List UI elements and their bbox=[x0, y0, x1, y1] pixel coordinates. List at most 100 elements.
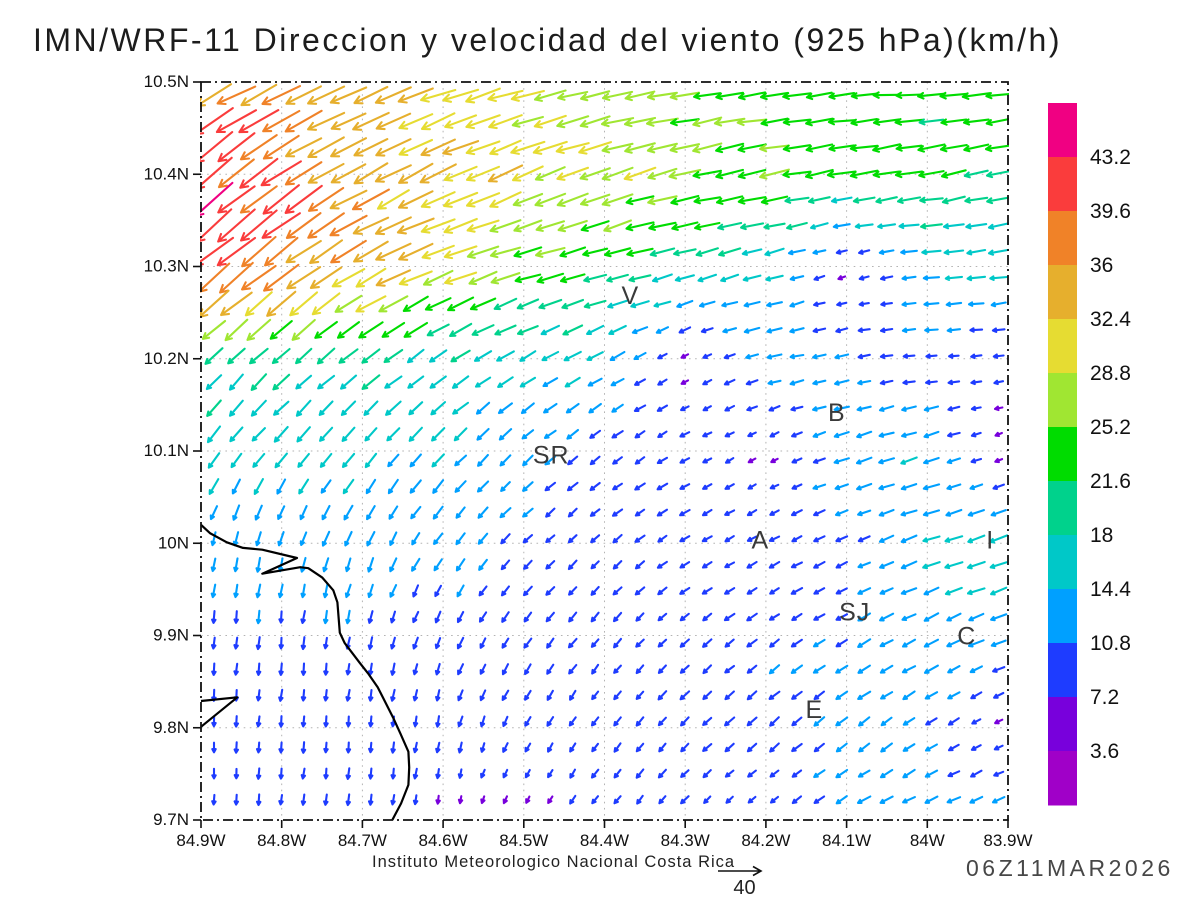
wind-arrow bbox=[924, 795, 939, 804]
wind-arrow bbox=[344, 557, 352, 573]
wind-arrow bbox=[330, 239, 367, 264]
wind-arrow bbox=[969, 483, 984, 491]
wind-arrow bbox=[241, 235, 277, 268]
wind-arrow bbox=[813, 716, 826, 727]
wind-arrow bbox=[879, 795, 894, 804]
wind-arrow bbox=[702, 664, 713, 675]
wind-arrow bbox=[737, 168, 767, 180]
wind-arrow bbox=[901, 613, 917, 622]
wind-arrow bbox=[501, 689, 510, 701]
wind-arrow bbox=[790, 664, 804, 674]
wind-arrow bbox=[255, 662, 262, 676]
wind-arrow bbox=[412, 610, 420, 624]
wind-arrow bbox=[611, 430, 624, 439]
wind-arrow bbox=[586, 351, 604, 361]
wind-arrow bbox=[307, 186, 345, 212]
wind-arrow bbox=[255, 531, 262, 547]
wind-arrow bbox=[939, 143, 968, 153]
wind-arrow bbox=[233, 610, 239, 624]
wind-arrow bbox=[946, 457, 962, 465]
wind-arrow bbox=[217, 208, 256, 243]
wind-arrow bbox=[353, 240, 389, 263]
wind-arrow bbox=[879, 275, 894, 281]
wind-arrow bbox=[252, 452, 266, 468]
wind-arrow bbox=[479, 689, 487, 702]
wind-arrow bbox=[284, 109, 323, 133]
wind-arrow bbox=[964, 196, 989, 204]
wind-arrow bbox=[669, 91, 701, 101]
wind-arrow bbox=[524, 768, 531, 779]
wind-arrow bbox=[522, 585, 533, 597]
wind-arrow bbox=[965, 223, 988, 230]
wind-arrow bbox=[836, 301, 848, 307]
wind-arrow bbox=[636, 794, 644, 805]
wind-arrow bbox=[715, 142, 745, 154]
wind-arrow bbox=[646, 142, 678, 154]
wind-arrow bbox=[856, 795, 872, 804]
wind-arrow bbox=[455, 558, 466, 572]
wind-arrow bbox=[724, 509, 736, 516]
wind-arrow bbox=[994, 431, 1003, 438]
x-tick-label: 84.8W bbox=[257, 831, 306, 850]
wind-arrow bbox=[610, 377, 625, 387]
wind-arrow bbox=[556, 192, 589, 208]
wind-arrow bbox=[723, 378, 736, 386]
wind-arrow bbox=[971, 718, 982, 725]
wind-arrow bbox=[746, 612, 758, 622]
wind-arrow bbox=[769, 509, 780, 516]
wind-arrow bbox=[450, 349, 471, 363]
wind-arrow bbox=[692, 116, 723, 128]
wind-arrow bbox=[658, 795, 667, 805]
colorbar-segment bbox=[1048, 319, 1077, 374]
wind-arrow bbox=[323, 767, 329, 780]
wind-arrow bbox=[583, 299, 607, 309]
wind-arrow bbox=[478, 558, 488, 571]
wind-arrow bbox=[679, 457, 691, 464]
wind-arrow bbox=[631, 326, 649, 335]
wind-arrow bbox=[813, 535, 826, 543]
wind-arrow bbox=[255, 741, 262, 754]
wind-arrow bbox=[345, 741, 352, 754]
wind-arrow bbox=[546, 637, 555, 649]
wind-arrow bbox=[943, 249, 965, 256]
wind-arrow bbox=[480, 768, 486, 779]
wind-arrow bbox=[499, 507, 512, 519]
wind-arrow bbox=[878, 431, 895, 438]
wind-arrow bbox=[431, 453, 445, 468]
wind-arrow bbox=[745, 379, 759, 386]
wind-arrow bbox=[323, 715, 329, 728]
wind-arrow bbox=[813, 769, 826, 779]
wind-arrow bbox=[512, 192, 544, 207]
wind-arrow bbox=[942, 223, 965, 230]
wind-arrow bbox=[746, 509, 758, 517]
wind-arrow bbox=[496, 350, 515, 362]
wind-arrow bbox=[657, 378, 668, 386]
wind-arrow bbox=[200, 208, 233, 242]
wind-arrow bbox=[494, 324, 517, 336]
wind-arrow bbox=[557, 219, 588, 233]
wind-arrow bbox=[522, 534, 534, 544]
wind-arrow bbox=[351, 188, 390, 211]
wind-arrow bbox=[782, 144, 812, 153]
wind-arrow bbox=[694, 221, 721, 231]
wind-arrow bbox=[857, 379, 872, 386]
wind-arrow bbox=[514, 273, 542, 284]
wind-arrow bbox=[969, 795, 984, 804]
wind-arrow bbox=[925, 379, 938, 386]
wind-arrow bbox=[434, 584, 443, 598]
wind-arrow bbox=[580, 90, 611, 102]
wind-arrow bbox=[367, 636, 374, 650]
wind-arrow bbox=[611, 508, 624, 517]
wind-arrow bbox=[367, 557, 375, 573]
wind-arrow bbox=[918, 170, 945, 179]
wind-arrow bbox=[421, 244, 455, 260]
wind-arrow bbox=[538, 298, 563, 310]
wind-arrow bbox=[352, 111, 390, 131]
wind-arrow bbox=[967, 509, 985, 517]
wind-arrow bbox=[812, 457, 826, 464]
wind-arrow bbox=[994, 457, 1004, 464]
wind-arrow bbox=[385, 400, 402, 416]
station-label: C bbox=[957, 622, 976, 650]
wind-arrow bbox=[590, 716, 600, 727]
wind-arrow bbox=[220, 291, 253, 317]
